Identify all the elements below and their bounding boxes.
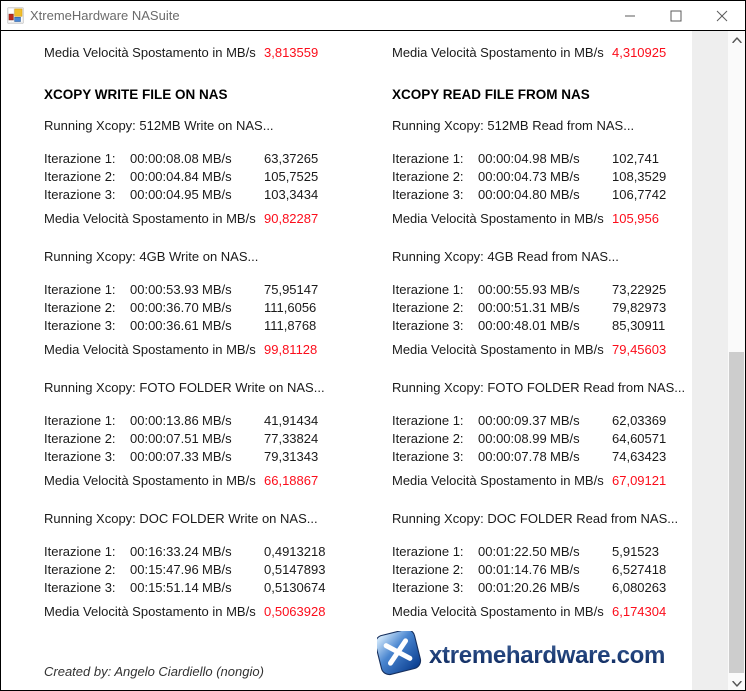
svg-text:xtremehardware.com: xtremehardware.com [429, 642, 665, 669]
